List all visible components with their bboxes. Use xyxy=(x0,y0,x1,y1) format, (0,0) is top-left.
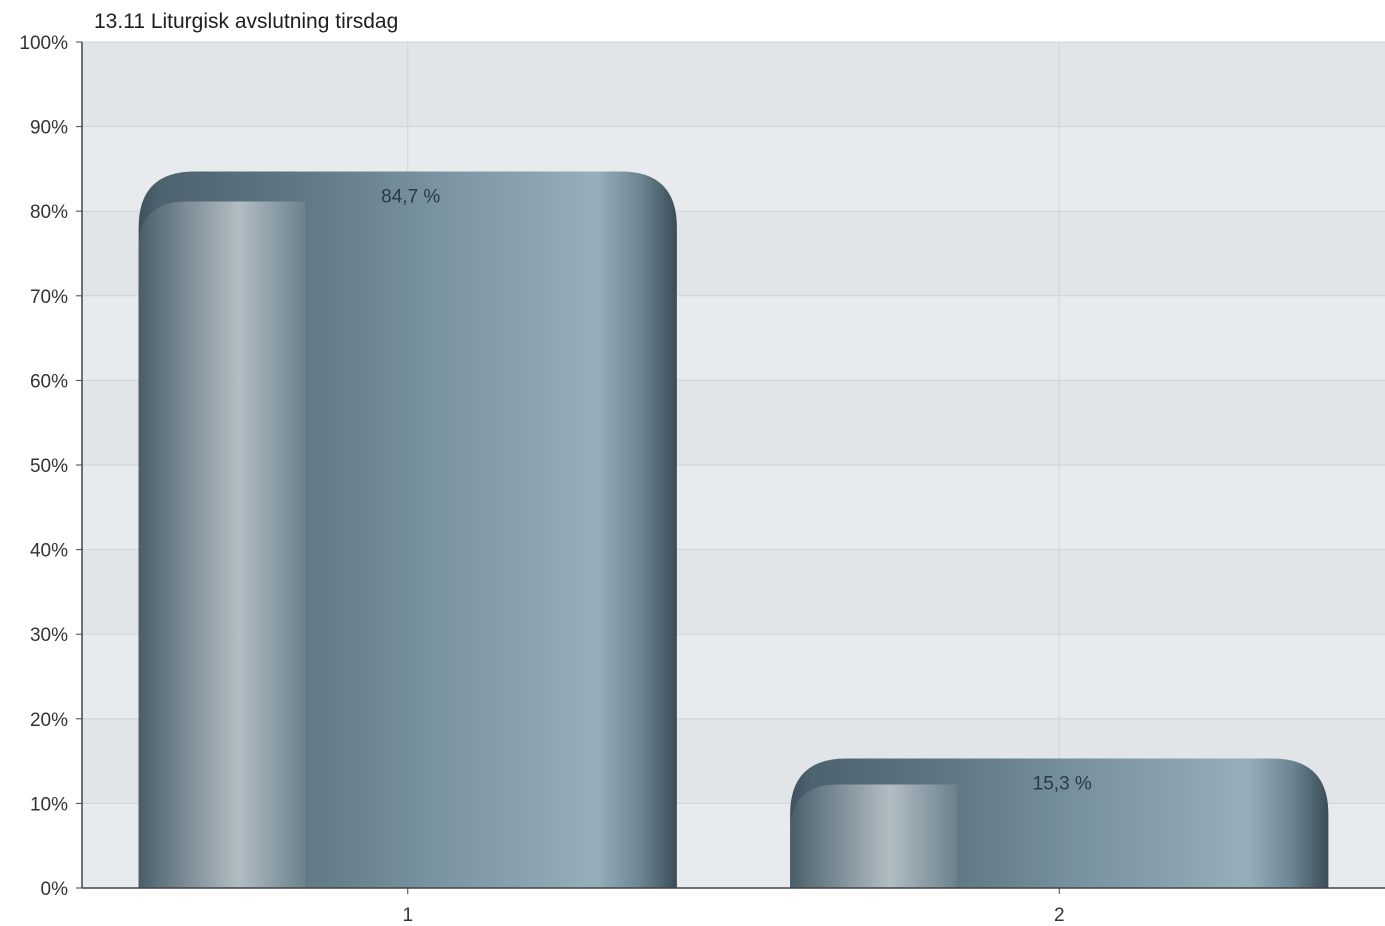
x-tick-label: 1 xyxy=(402,905,413,926)
bars xyxy=(138,171,1329,889)
y-tick-label: 10% xyxy=(30,794,68,815)
data-label: 84,7 % xyxy=(381,186,440,207)
y-tick-label: 0% xyxy=(41,879,69,900)
bar-highlight xyxy=(138,201,306,889)
bar-1 xyxy=(138,171,677,889)
bar-highlight xyxy=(790,784,957,888)
y-tick-label: 100% xyxy=(19,33,68,54)
y-tick-label: 20% xyxy=(30,710,68,731)
bar-2 xyxy=(790,758,1329,888)
plot-band xyxy=(82,42,1385,127)
data-label: 15,3 % xyxy=(1033,774,1092,795)
y-axis-ticks: 0% 10% 20% 30% 40% 50% 60% 70% 80% 90% 100% xyxy=(19,33,82,900)
y-tick-label: 60% xyxy=(30,371,68,392)
data-labels: 84,7 % 15,3 % xyxy=(381,186,1092,794)
y-tick-label: 40% xyxy=(30,541,68,562)
y-tick-label: 80% xyxy=(30,202,68,223)
chart-title: 13.11 Liturgisk avslutning tirsdag xyxy=(94,10,398,33)
y-tick-label: 30% xyxy=(30,625,68,646)
y-tick-label: 50% xyxy=(30,456,68,477)
y-tick-label: 90% xyxy=(30,118,68,139)
y-tick-label: 70% xyxy=(30,287,68,308)
x-tick-label: 2 xyxy=(1054,905,1065,926)
